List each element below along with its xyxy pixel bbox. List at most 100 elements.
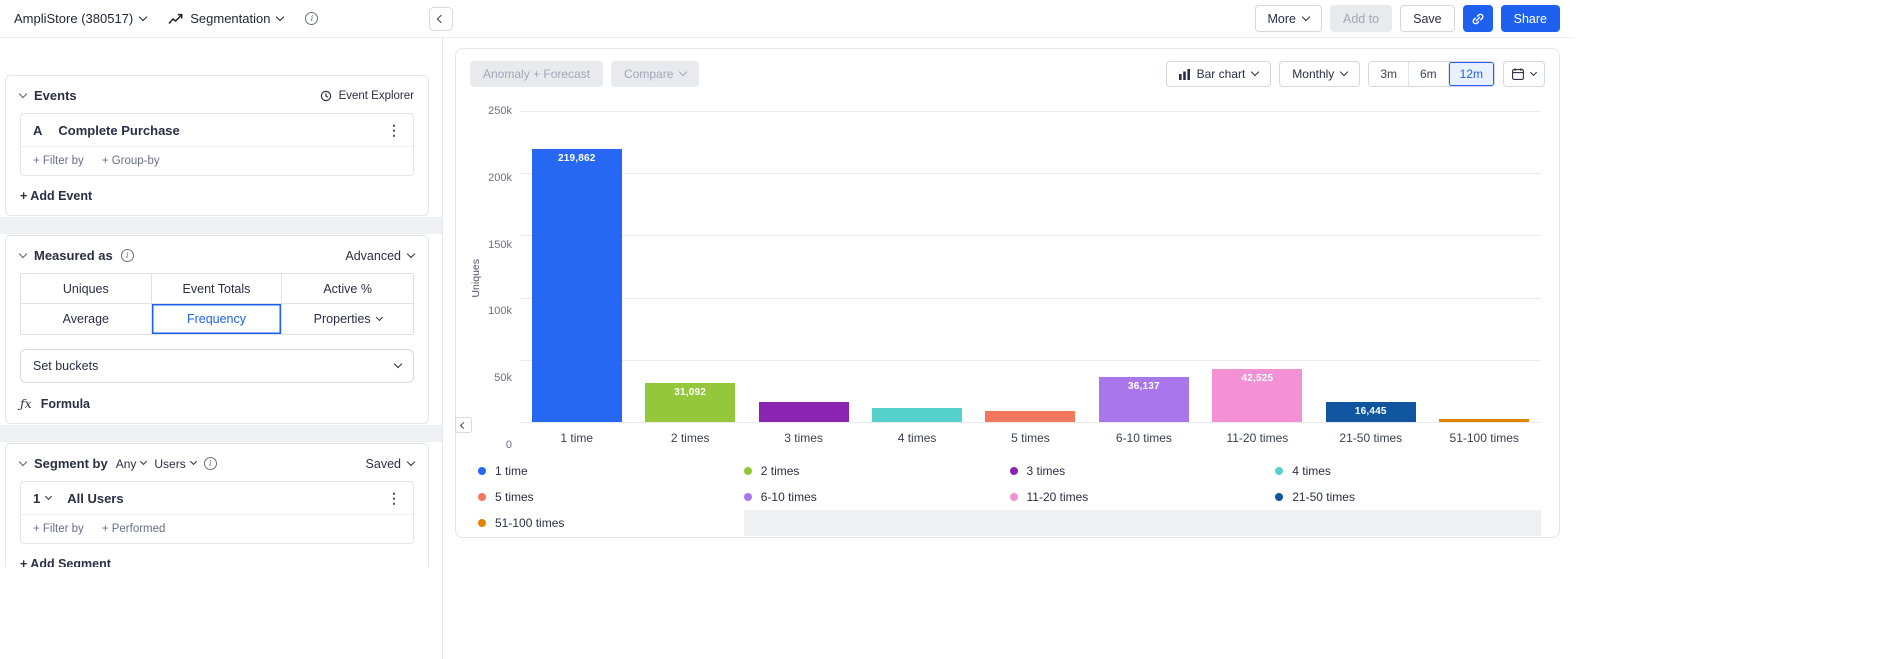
bar-11-20-times[interactable]: 42,525 xyxy=(1212,369,1303,422)
range-3m[interactable]: 3m xyxy=(1369,62,1408,86)
performed-button[interactable]: + Performed xyxy=(101,523,166,535)
chart-collapse-button[interactable] xyxy=(455,417,472,433)
bar-3-times[interactable] xyxy=(758,402,849,422)
chevron-down-icon xyxy=(1529,68,1538,76)
range-6m[interactable]: 6m xyxy=(1407,62,1448,86)
chart-card: Anomaly + Forecast Compare xyxy=(455,48,1560,538)
panel-divider xyxy=(0,217,442,234)
info-icon[interactable] xyxy=(120,249,134,262)
x-tick-label: 4 times xyxy=(897,431,937,445)
chart-type-label: Bar chart xyxy=(1196,67,1246,81)
gridline xyxy=(520,297,1541,299)
legend-item[interactable]: 1 time xyxy=(478,458,744,484)
segment-name: All Users xyxy=(67,490,124,506)
chevron-down-icon[interactable] xyxy=(18,457,28,466)
segment-users-label: Users xyxy=(154,456,186,471)
segment-by-panel: Segment by Any Users Saved xyxy=(5,443,429,567)
bar-2-times[interactable]: 31,092 xyxy=(645,383,736,422)
legend-item[interactable]: 21-50 times xyxy=(1275,484,1541,510)
copy-link-button[interactable] xyxy=(1462,5,1493,32)
chart-view-selector[interactable]: Segmentation xyxy=(168,11,285,26)
info-icon[interactable] xyxy=(203,457,217,470)
bar-4-times[interactable] xyxy=(872,408,963,422)
share-button[interactable]: Share xyxy=(1500,5,1560,32)
measured-tab-label: Event Totals xyxy=(182,281,251,296)
chart-type-dropdown[interactable]: Bar chart xyxy=(1165,61,1272,87)
filter-by-button[interactable]: + Filter by xyxy=(33,523,84,535)
legend-item[interactable]: 2 times xyxy=(743,458,1010,484)
segment-index-dropdown[interactable]: 1 xyxy=(33,490,53,506)
chevron-down-icon xyxy=(1301,12,1311,21)
date-range-button[interactable] xyxy=(1503,61,1545,87)
plot-area: 219,862 31,092 36,137 42,525 16,445 xyxy=(520,111,1541,423)
formula-label: Formula xyxy=(40,396,90,411)
advanced-dropdown[interactable]: Advanced xyxy=(345,249,416,263)
chevron-down-icon xyxy=(1251,67,1260,77)
measured-tab-uniques[interactable]: Uniques xyxy=(21,274,152,304)
legend-item[interactable]: 4 times xyxy=(1275,458,1541,484)
compare-button[interactable]: Compare xyxy=(611,61,700,87)
event-explorer-label: Event Explorer xyxy=(338,89,414,102)
event-explorer-button[interactable]: Event Explorer xyxy=(320,90,414,102)
bar-6-10-times[interactable]: 36,137 xyxy=(1098,377,1189,422)
legend-item[interactable]: 6-10 times xyxy=(743,484,1010,510)
measured-as-panel: Measured as Advanced Uniques Event Totals… xyxy=(5,235,429,424)
bar-5-times[interactable] xyxy=(985,411,1076,422)
legend-dot xyxy=(478,493,486,501)
interval-dropdown[interactable]: Monthly xyxy=(1279,61,1361,87)
bar-value-label: 36,137 xyxy=(1128,381,1160,393)
bar-column: 31,092 xyxy=(633,111,746,422)
legend-dot xyxy=(1009,493,1018,501)
gridline xyxy=(520,173,1541,175)
chevron-down-icon[interactable] xyxy=(18,89,28,98)
kebab-menu-icon[interactable] xyxy=(385,123,403,137)
event-sub-row: + Filter by + Group-by xyxy=(21,147,413,175)
segment-index: 1 xyxy=(33,490,41,506)
add-segment-button[interactable]: + Add Segment xyxy=(20,557,111,567)
y-axis-title: Uniques xyxy=(470,258,482,298)
project-selector[interactable]: AmpliStore (380517) xyxy=(14,11,148,26)
save-button[interactable]: Save xyxy=(1400,5,1455,32)
anomaly-forecast-button[interactable]: Anomaly + Forecast xyxy=(470,61,604,87)
chevron-down-icon xyxy=(276,12,285,21)
measured-tab-event-totals[interactable]: Event Totals xyxy=(151,274,283,304)
formula-button[interactable]: ƒx Formula xyxy=(20,396,414,411)
legend-item[interactable]: 51-100 times xyxy=(478,510,744,536)
range-12m[interactable]: 12m xyxy=(1447,62,1494,86)
add-to-button[interactable]: Add to xyxy=(1330,5,1393,32)
segment-users-dropdown[interactable]: Users xyxy=(154,456,197,471)
filter-by-button[interactable]: + Filter by xyxy=(33,155,84,167)
bar-1-time[interactable]: 219,862 xyxy=(531,148,622,422)
kebab-menu-icon[interactable] xyxy=(385,491,403,505)
legend-item[interactable]: 11-20 times xyxy=(1009,484,1276,510)
legend-dot xyxy=(1275,467,1284,475)
legend-dot xyxy=(743,493,752,501)
group-by-button[interactable]: + Group-by xyxy=(101,155,160,167)
gridline xyxy=(520,422,1541,423)
segment-row[interactable]: 1 All Users xyxy=(21,482,413,515)
chevron-down-icon[interactable] xyxy=(18,249,28,258)
range-group: 3m 6m 12m xyxy=(1368,61,1495,87)
measured-tab-average[interactable]: Average xyxy=(21,304,152,334)
measured-tab-properties[interactable]: Properties xyxy=(282,304,413,334)
bar-21-50-times[interactable]: 16,445 xyxy=(1325,401,1416,422)
add-event-button[interactable]: + Add Event xyxy=(20,189,93,203)
saved-dropdown[interactable]: Saved xyxy=(366,457,416,471)
more-button[interactable]: More xyxy=(1254,5,1322,32)
sidebar-collapse-button[interactable] xyxy=(429,7,453,31)
legend-item[interactable]: 5 times xyxy=(478,484,744,510)
set-buckets-select[interactable]: Set buckets xyxy=(20,349,414,383)
measured-tab-label: Active % xyxy=(323,281,372,296)
measured-tab-active-[interactable]: Active % xyxy=(282,274,413,304)
chart-controls-right: Bar chart Monthly 3m 6m 12m xyxy=(1165,61,1545,87)
chevron-down-icon xyxy=(679,67,688,77)
gridline xyxy=(520,111,1541,112)
bars: 219,862 31,092 36,137 42,525 16,445 xyxy=(520,111,1541,422)
event-row[interactable]: A Complete Purchase xyxy=(21,114,413,147)
measured-tab-frequency[interactable]: Frequency xyxy=(151,304,283,334)
measured-tab-label: Average xyxy=(62,312,109,326)
bar-51-100-times[interactable] xyxy=(1439,419,1530,422)
info-icon[interactable] xyxy=(305,12,319,25)
segment-any-dropdown[interactable]: Any xyxy=(116,457,148,471)
legend-item[interactable]: 3 times xyxy=(1009,458,1276,484)
